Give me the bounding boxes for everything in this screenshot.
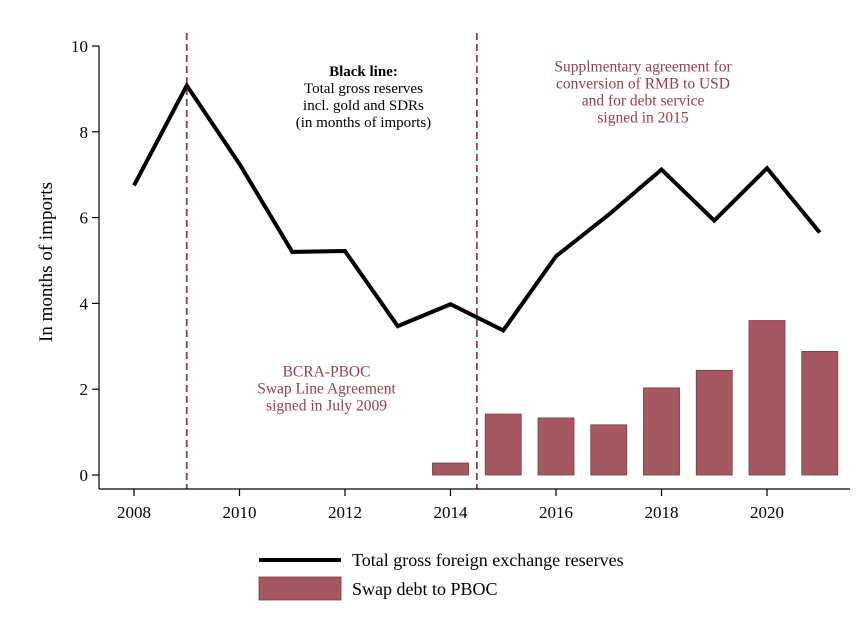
axes: 0 2 4 6 8 10 2008 2010 2012 2014 2016 2018 2020 [71,37,850,522]
y-axis-label: In months of imports [36,182,57,342]
y-tick-label: 6 [80,209,89,228]
y-tick-label: 0 [80,466,89,485]
bar-2018 [643,387,680,476]
reserves-line [132,81,822,333]
black-line-annotation-line: Total gross reserves [304,81,423,97]
x-ticks: 2008 2010 2012 2014 2016 2018 2020 [117,489,784,522]
bar-2021 [801,351,839,476]
swap-agreement-annotation-line: signed in July 2009 [266,397,387,414]
supplementary-agreement-annotation-line: conversion of RMB to USD [556,76,730,93]
y-tick-label: 2 [80,380,89,399]
legend-bar-swatch [258,576,342,601]
bar-2016 [537,417,575,476]
event-lines [185,33,478,489]
bar-2020 [748,320,786,476]
swap-agreement-annotation-line: Swap Line Agreement [257,380,396,397]
x-tick-label: 2012 [328,503,362,522]
legend: Total gross foreign exchange reserves Swa… [258,550,624,601]
black-line-annotation-line: incl. gold and SDRs [303,98,424,114]
legend-item-reserves: Total gross foreign exchange reserves [259,550,624,570]
legend-label-swap: Swap debt to PBOC [352,579,498,599]
bar-2014 [432,462,469,476]
x-tick-label: 2014 [434,503,469,522]
x-tick-label: 2020 [750,503,784,522]
legend-label-reserves: Total gross foreign exchange reserves [352,550,624,570]
y-tick-label: 10 [71,37,88,56]
swap-debt-bars [432,320,839,476]
black-line-annotation-line: (in months of imports) [296,115,431,131]
legend-item-swap: Swap debt to PBOC [258,576,498,601]
swap-agreement-annotation-line: BCRA-PBOC [283,363,371,380]
x-tick-label: 2010 [223,503,257,522]
y-tick-label: 4 [80,294,89,313]
black-line-annotation-title: Black line: [329,64,398,80]
y-ticks: 0 2 4 6 8 10 [71,37,99,485]
supplementary-agreement-annotation-line: and for debt service [582,93,705,110]
bar-2017 [590,424,628,476]
supplementary-agreement-annotation-line: Supplmentary agreement for [554,59,732,76]
bar-2019 [695,369,733,476]
y-tick-label: 8 [80,123,89,142]
x-tick-label: 2016 [539,503,573,522]
x-tick-label: 2008 [117,503,151,522]
x-tick-label: 2018 [645,503,679,522]
supplementary-agreement-annotation-line: signed in 2015 [597,110,689,127]
bar-2015 [484,413,522,476]
